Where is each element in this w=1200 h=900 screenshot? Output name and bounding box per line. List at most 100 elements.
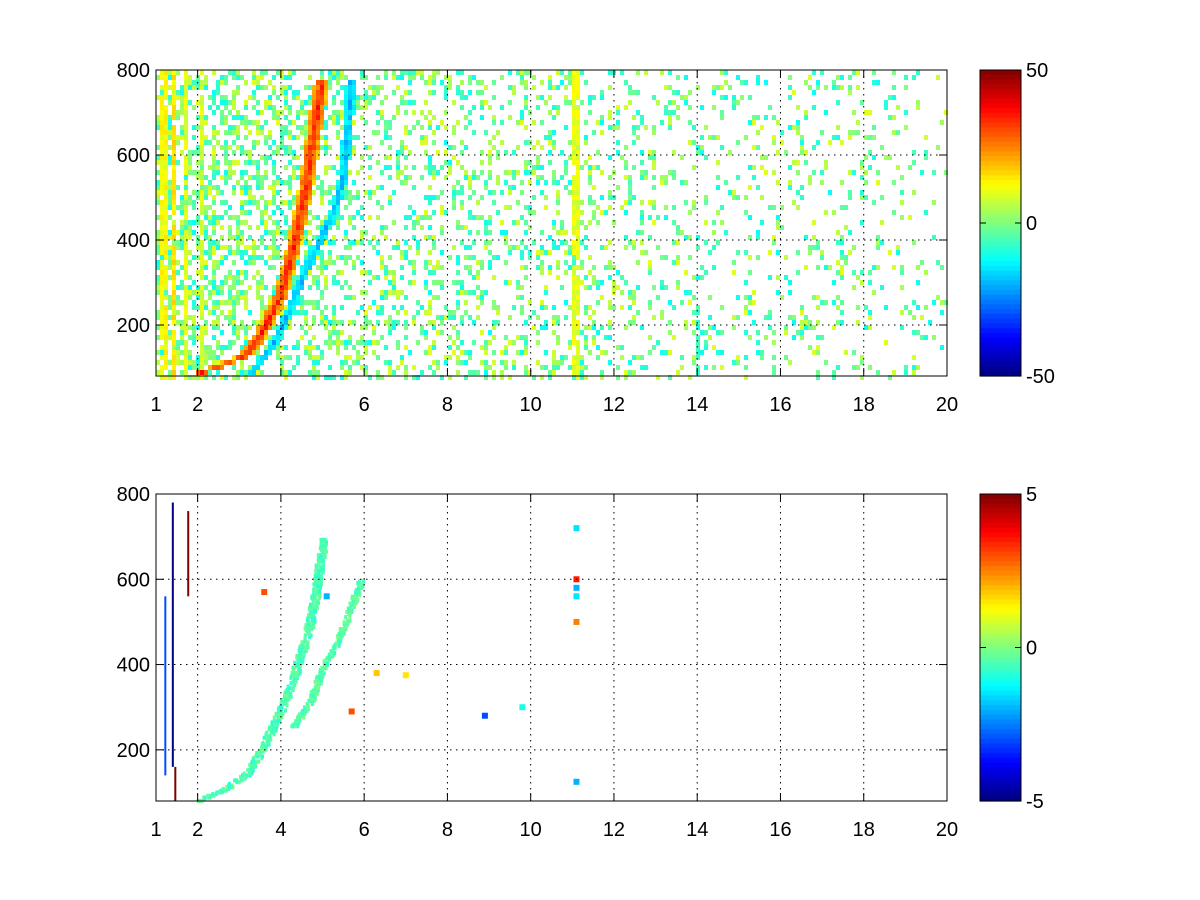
heatmap-cell — [832, 80, 836, 85]
heatmap-cell — [360, 335, 364, 340]
heatmap-cell — [608, 85, 612, 90]
heatmap-cell — [580, 370, 584, 375]
heatmap-cell — [688, 255, 692, 260]
heatmap-cell — [344, 615, 348, 620]
heatmap-cell — [544, 350, 548, 355]
heatmap-cell — [732, 105, 736, 110]
heatmap-cell — [340, 125, 344, 130]
heatmap-cell — [392, 290, 396, 295]
heatmap-cell — [344, 150, 348, 155]
heatmap-cell — [376, 320, 380, 325]
heatmap-cell — [788, 85, 792, 90]
colorbar-segment — [980, 580, 1021, 586]
heatmap-cell — [716, 175, 720, 180]
heatmap-cell — [564, 95, 568, 100]
heatmap-cell — [524, 340, 528, 345]
heatmap-cell — [192, 200, 196, 205]
heatmap-cell — [307, 606, 311, 611]
heatmap-cell — [188, 350, 192, 355]
heatmap-cell — [216, 245, 220, 250]
heatmap-cell — [324, 315, 328, 320]
heatmap-cell — [298, 664, 302, 669]
colorbar-segment — [980, 748, 1021, 754]
heatmap-cell — [184, 175, 188, 180]
heatmap-cell — [444, 175, 448, 180]
heatmap-cell — [452, 350, 456, 355]
heatmap-cell — [164, 310, 168, 315]
heatmap-cell — [412, 265, 416, 270]
heatmap-cell — [320, 190, 324, 195]
heatmap-cell — [912, 300, 916, 305]
heatmap-cell — [284, 235, 288, 240]
heatmap-cell — [240, 190, 244, 195]
heatmap-cell — [272, 180, 276, 185]
heatmap-cell — [524, 95, 528, 100]
heatmap-cell — [588, 165, 592, 170]
heatmap-cell — [648, 265, 652, 270]
heatmap-cell — [272, 140, 276, 145]
colorbar-segment — [980, 546, 1021, 553]
heatmap-cell — [196, 100, 200, 105]
heatmap-cell — [740, 80, 744, 85]
heatmap-cell — [608, 155, 612, 160]
colorbar-segment — [980, 170, 1021, 176]
heatmap-cell — [776, 180, 780, 185]
heatmap-cell — [384, 290, 388, 295]
heatmap-cell — [184, 155, 188, 160]
heatmap-cell — [616, 365, 620, 370]
heatmap-cell — [452, 325, 456, 330]
heatmap-cell — [632, 130, 636, 135]
heatmap-cell — [272, 305, 276, 310]
heatmap-cell — [240, 320, 244, 325]
heatmap-cell — [460, 240, 464, 245]
heatmap-cell — [292, 260, 296, 265]
heatmap-cell — [572, 315, 576, 320]
heatmap-cell — [302, 705, 306, 710]
heatmap-cell — [212, 280, 216, 285]
heatmap-cell — [276, 95, 280, 100]
heatmap-cell — [864, 135, 868, 140]
heatmap-cell — [556, 360, 560, 365]
heatmap-cell — [576, 325, 580, 330]
heatmap-cell — [252, 70, 256, 75]
heatmap-cell — [616, 105, 620, 110]
heatmap-cell — [289, 681, 293, 686]
heatmap-cell — [200, 335, 204, 340]
heatmap-cell — [348, 120, 352, 125]
heatmap-cell — [392, 75, 396, 80]
heatmap-cell — [160, 210, 164, 215]
heatmap-cell — [576, 160, 580, 165]
heatmap-cell — [164, 130, 168, 135]
heatmap-cell — [536, 95, 540, 100]
heatmap-cell — [176, 245, 180, 250]
heatmap-cell — [752, 175, 756, 180]
heatmap-cell — [156, 95, 160, 100]
heatmap-cell — [624, 280, 628, 285]
heatmap-cell — [760, 355, 764, 360]
heatmap-cell — [572, 325, 576, 330]
heatmap-cell — [672, 110, 676, 115]
heatmap-cell — [880, 195, 884, 200]
heatmap-cell — [404, 250, 408, 255]
heatmap-cell — [532, 120, 536, 125]
heatmap-cell — [168, 260, 172, 265]
heatmap-cell — [284, 230, 288, 235]
heatmap-cell — [556, 110, 560, 115]
heatmap-cell — [344, 100, 348, 105]
heatmap-cell — [300, 230, 304, 235]
colorbar-segment — [980, 633, 1021, 639]
heatmap-cell — [188, 295, 192, 300]
heatmap-cell — [256, 175, 260, 180]
heatmap-cell — [840, 265, 844, 270]
heatmap-cell — [219, 788, 223, 793]
heatmap-cell — [156, 215, 160, 220]
heatmap-cell — [576, 305, 580, 310]
heatmap-cell — [876, 245, 880, 250]
heatmap-cell — [572, 135, 576, 140]
heatmap-cell — [240, 150, 244, 155]
heatmap-cell — [396, 165, 400, 170]
heatmap-cell — [180, 350, 184, 355]
heatmap-cell — [632, 125, 636, 130]
heatmap-cell — [516, 350, 520, 355]
